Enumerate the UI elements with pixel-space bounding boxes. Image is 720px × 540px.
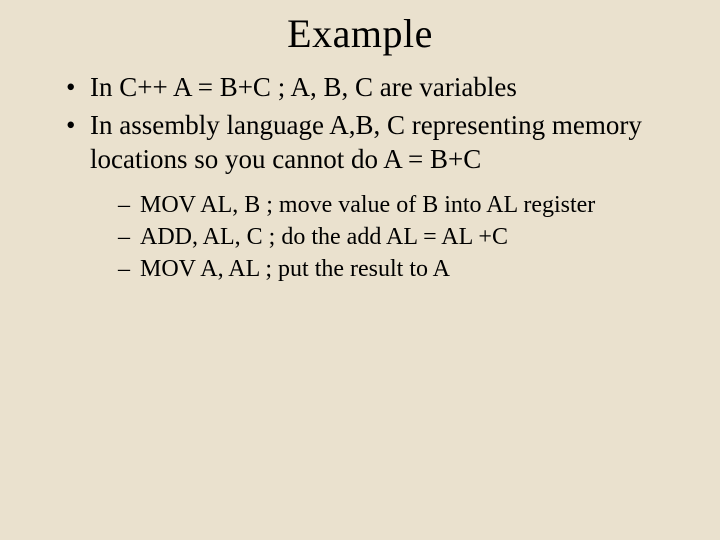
bullet-text: In assembly language A,B, C representing… bbox=[90, 110, 642, 174]
bullet-item: In C++ A = B+C ; A, B, C are variables bbox=[60, 71, 670, 105]
sub-bullet-item: MOV A, AL ; put the result to A bbox=[118, 254, 670, 284]
bullet-list: In C++ A = B+C ; A, B, C are variables I… bbox=[0, 71, 720, 284]
sub-bullet-item: ADD, AL, C ; do the add AL = AL +C bbox=[118, 222, 670, 252]
sub-bullet-list: MOV AL, B ; move value of B into AL regi… bbox=[90, 190, 670, 284]
sub-bullet-item: MOV AL, B ; move value of B into AL regi… bbox=[118, 190, 670, 220]
bullet-item: In assembly language A,B, C representing… bbox=[60, 109, 670, 285]
slide-title: Example bbox=[0, 10, 720, 57]
slide-container: Example In C++ A = B+C ; A, B, C are var… bbox=[0, 0, 720, 540]
